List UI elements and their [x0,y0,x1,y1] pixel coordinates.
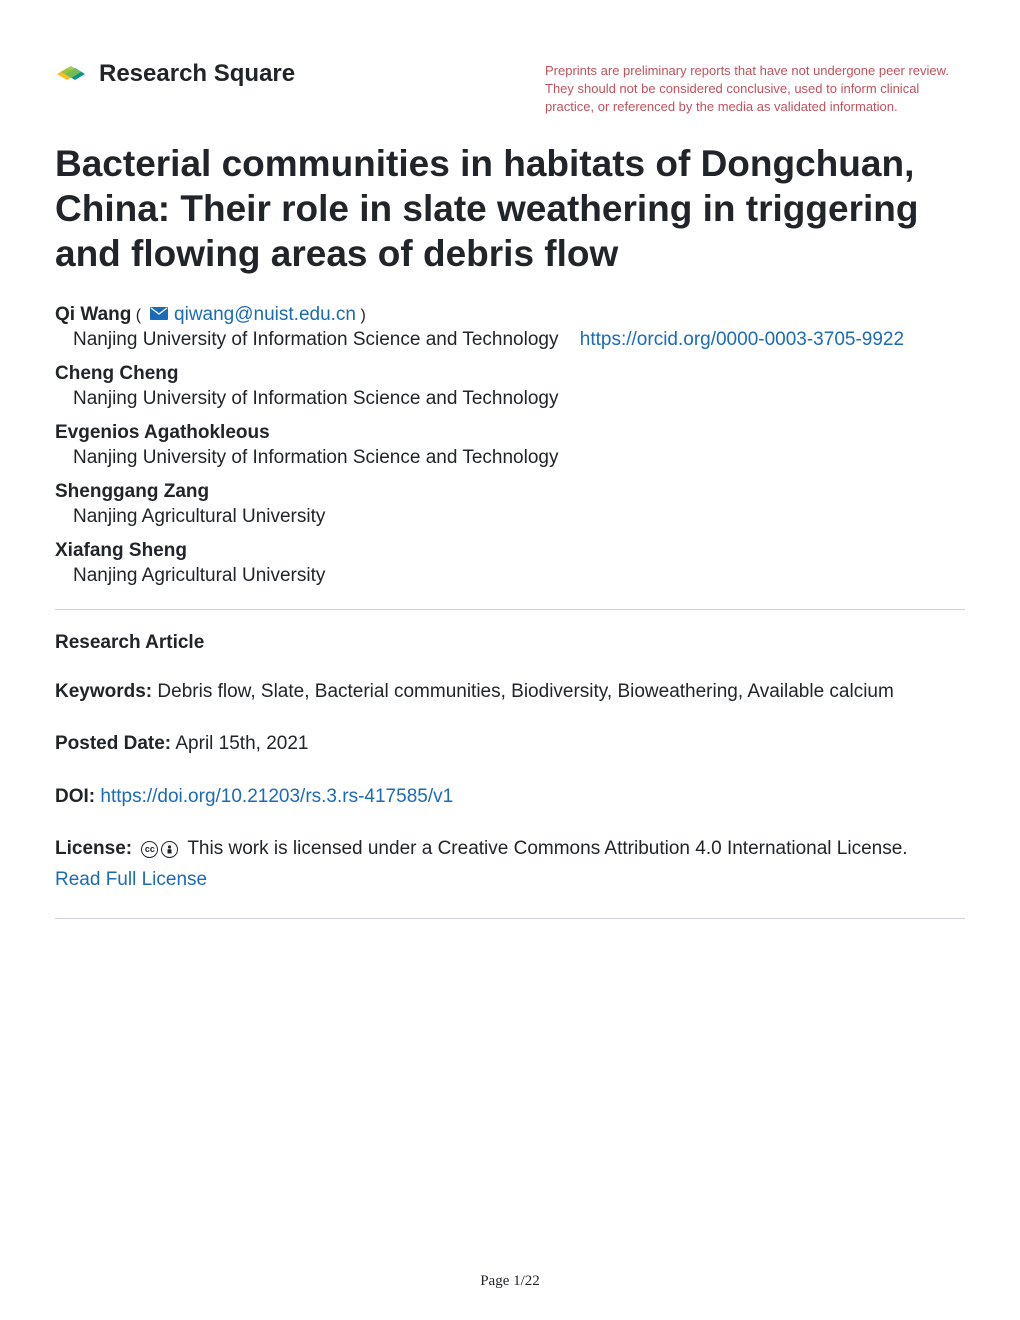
orcid-link[interactable]: https://orcid.org/0000-0003-3705-9922 [564,329,904,350]
corresponding-email-wrap: ( qiwang@nuist.edu.cn ) [136,307,366,324]
license-label: License: [55,838,132,859]
license-text: This work is licensed under a Creative C… [187,838,907,859]
email-icon [150,307,168,325]
cc-icon: cc [141,841,158,858]
posted-date-row: Posted Date: April 15th, 2021 [55,730,965,759]
doi-link[interactable]: https://doi.org/10.21203/rs.3.rs-417585/… [100,786,453,807]
author-affiliation: Nanjing Agricultural University [55,506,965,528]
author-affiliation: Nanjing University of Information Scienc… [55,388,965,410]
posted-date-value: April 15th, 2021 [175,733,308,754]
keywords-label: Keywords: [55,681,152,702]
author-affiliation: Nanjing University of Information Scienc… [55,447,965,469]
affiliation-text: Nanjing University of Information Scienc… [73,329,558,350]
divider [55,609,965,610]
author-name: Qi Wang [55,304,131,325]
header-row: Research Square Preprints are preliminar… [55,60,965,117]
author-block: Qi Wang ( qiwang@nuist.edu.cn ) Nanjing … [55,304,965,351]
author-block: Xiafang Sheng Nanjing Agricultural Unive… [55,540,965,587]
author-block: Shenggang Zang Nanjing Agricultural Univ… [55,481,965,528]
by-icon [161,841,178,858]
divider [55,918,965,919]
author-block: Evgenios Agathokleous Nanjing University… [55,422,965,469]
doi-row: DOI: https://doi.org/10.21203/rs.3.rs-41… [55,783,965,812]
license-row: License: cc This work is licensed under … [55,835,965,894]
page-number: Page 1/22 [480,1273,540,1290]
authors-section: Qi Wang ( qiwang@nuist.edu.cn ) Nanjing … [55,304,965,587]
posted-date-label: Posted Date: [55,733,171,754]
author-name: Cheng Cheng [55,363,179,384]
paper-title: Bacterial communities in habitats of Don… [55,141,965,276]
author-name: Shenggang Zang [55,481,209,502]
author-name: Xiafang Sheng [55,540,187,561]
keywords-value: Debris flow, Slate, Bacterial communitie… [157,681,893,702]
preprint-disclaimer: Preprints are preliminary reports that h… [545,60,965,117]
article-type: Research Article [55,632,965,654]
keywords-row: Keywords: Debris flow, Slate, Bacterial … [55,678,965,707]
author-email-link[interactable]: qiwang@nuist.edu.cn [174,304,356,325]
research-square-icon [55,62,91,86]
cc-icons-wrap: cc [141,841,178,858]
read-full-license-link[interactable]: Read Full License [55,866,965,895]
doi-label: DOI: [55,786,95,807]
author-name: Evgenios Agathokleous [55,422,270,443]
author-affiliation: Nanjing University of Information Scienc… [55,329,965,351]
logo-text: Research Square [99,60,295,88]
author-block: Cheng Cheng Nanjing University of Inform… [55,363,965,410]
logo: Research Square [55,60,295,88]
author-affiliation: Nanjing Agricultural University [55,565,965,587]
